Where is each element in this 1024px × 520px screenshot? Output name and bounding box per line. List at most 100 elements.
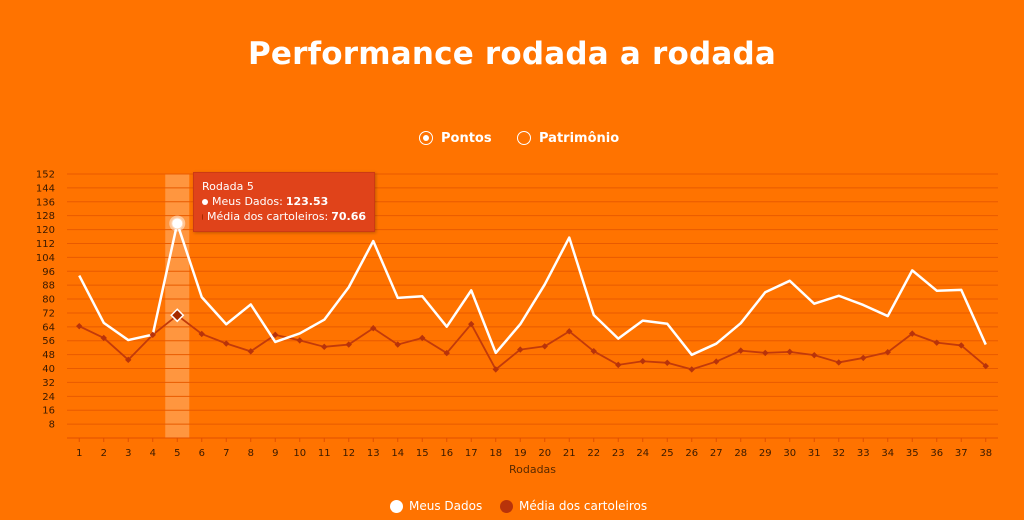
series-marker	[737, 347, 744, 354]
y-tick-label: 24	[42, 392, 55, 403]
series-marker	[198, 330, 205, 338]
tooltip-meus-value: 123.53	[285, 195, 329, 208]
radio-checked-icon	[419, 131, 433, 145]
y-tick-label: 40	[42, 364, 55, 375]
series-dot-icon	[202, 198, 208, 205]
toggle-patrimonio[interactable]: Patrimônio	[517, 128, 619, 148]
y-tick-label: 48	[42, 350, 55, 361]
x-tick-label: 36	[930, 448, 943, 459]
series-marker	[762, 349, 769, 357]
series-marker	[76, 322, 83, 330]
series-marker	[149, 331, 156, 339]
legend-dot-icon	[500, 499, 513, 513]
series-marker	[223, 340, 230, 347]
x-tick-label: 5	[174, 448, 180, 459]
x-tick-label: 6	[199, 448, 205, 459]
y-tick-label: 72	[42, 308, 55, 319]
series-marker	[884, 349, 891, 356]
x-tick-label: 18	[489, 448, 502, 459]
y-tick-label: 96	[42, 267, 55, 278]
legend-item-media-cartoleiros[interactable]: Média dos cartoleiros	[500, 497, 647, 515]
series-line	[78, 314, 987, 371]
line-chart[interactable]: 8162432404856647280889610411212012813614…	[0, 160, 1024, 490]
x-tick-label: 2	[101, 448, 107, 459]
x-tick-label: 10	[293, 448, 306, 459]
x-tick-label: 38	[979, 448, 992, 459]
x-tick-label: 24	[636, 448, 649, 459]
y-tick-label: 16	[42, 406, 55, 417]
series-marker	[566, 328, 573, 335]
x-tick-label: 7	[223, 448, 229, 459]
tooltip-header: Rodada 5	[202, 180, 254, 193]
x-tick-label: 37	[955, 448, 968, 459]
series-marker	[272, 331, 279, 339]
x-tick-label: 20	[538, 448, 551, 459]
series-marker	[443, 349, 450, 357]
tooltip-media-row: Média dos cartoleiros: 70.66	[202, 209, 366, 224]
series-marker	[688, 366, 695, 373]
series-marker	[811, 351, 818, 359]
x-tick-label: 15	[416, 448, 429, 459]
y-tick-label: 152	[36, 170, 55, 181]
y-tick-label: 136	[36, 197, 55, 208]
y-tick-label: 56	[42, 336, 55, 347]
toggle-pontos-label: Pontos	[441, 130, 492, 146]
x-tick-label: 30	[783, 448, 796, 459]
series-marker	[713, 358, 720, 365]
x-tick-label: 34	[881, 448, 894, 459]
tooltip-meus-row: Meus Dados: 123.53	[202, 194, 366, 209]
legend-meus-label: Meus Dados	[409, 499, 483, 513]
toggle-pontos[interactable]: Pontos	[419, 128, 492, 148]
series-marker	[247, 348, 254, 355]
legend-item-meus-dados[interactable]: Meus Dados	[390, 497, 482, 515]
x-tick-label: 25	[661, 448, 674, 459]
legend-media-label: Média dos cartoleiros	[519, 499, 648, 513]
series-marker	[370, 325, 377, 332]
x-tick-label: 29	[759, 448, 772, 459]
series-marker	[419, 334, 426, 342]
y-tick-label: 88	[42, 281, 55, 292]
x-tick-label: 13	[367, 448, 380, 459]
x-tick-label: 12	[342, 448, 355, 459]
x-tick-label: 16	[440, 448, 453, 459]
series-marker-highlight	[170, 308, 185, 323]
series-marker	[492, 366, 499, 373]
y-tick-label: 104	[36, 253, 55, 264]
series-line	[78, 222, 987, 357]
x-tick-label: 26	[685, 448, 698, 459]
series-marker	[860, 354, 867, 362]
x-tick-label: 9	[272, 448, 278, 459]
y-tick-label: 8	[49, 420, 55, 431]
series-marker	[100, 334, 107, 342]
x-tick-label: 8	[248, 448, 254, 459]
x-tick-label: 23	[612, 448, 625, 459]
series-marker	[517, 346, 524, 353]
x-tick-label: 27	[710, 448, 723, 459]
x-axis-label: Rodadas	[509, 463, 556, 476]
series-marker	[468, 320, 475, 328]
x-tick-label: 19	[514, 448, 527, 459]
series-marker	[615, 361, 622, 369]
series-marker	[982, 362, 989, 370]
highlight-band	[165, 174, 190, 438]
chart-tooltip: Rodada 5 Meus Dados: 123.53 Média dos ca…	[193, 172, 375, 232]
radio-unchecked-icon	[517, 131, 531, 145]
series-marker	[296, 337, 303, 344]
x-tick-label: 3	[125, 448, 131, 459]
x-tick-label: 14	[391, 448, 404, 459]
y-tick-label: 32	[42, 378, 55, 389]
series-marker	[639, 358, 646, 365]
series-marker	[933, 339, 940, 346]
series-marker	[125, 356, 132, 364]
x-tick-label: 4	[150, 448, 156, 459]
series-marker	[958, 342, 965, 349]
y-tick-label: 128	[36, 211, 55, 222]
x-tick-label: 35	[906, 448, 919, 459]
series-marker	[786, 348, 793, 356]
series-marker	[909, 330, 916, 337]
tooltip-media-value: 70.66	[331, 210, 366, 223]
x-tick-label: 28	[734, 448, 747, 459]
y-tick-label: 112	[36, 239, 55, 250]
x-tick-label: 17	[465, 448, 478, 459]
y-tick-label: 144	[36, 183, 55, 194]
